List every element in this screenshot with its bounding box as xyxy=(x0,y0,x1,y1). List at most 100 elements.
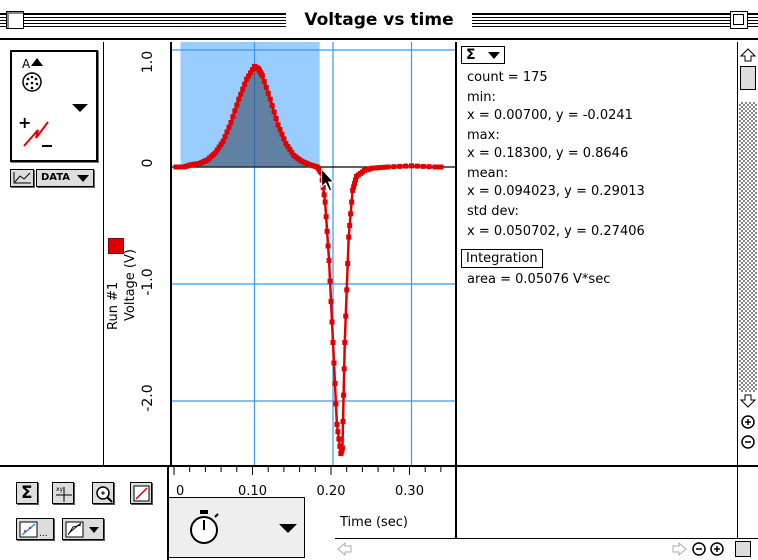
data-point xyxy=(244,76,250,82)
statistics-pane: Σ count = 175 min: x = 0.00700, y = -0.0… xyxy=(457,42,737,465)
data-point xyxy=(269,103,275,109)
collection-timer-box[interactable] xyxy=(168,497,305,558)
zoom-box[interactable] xyxy=(730,11,748,29)
zoom-out-icon[interactable] xyxy=(740,434,756,450)
plot-area[interactable] xyxy=(170,42,457,465)
statistics-menu-button[interactable]: Σ xyxy=(461,46,505,64)
data-point xyxy=(373,165,379,171)
window-title: Voltage vs time xyxy=(286,9,472,31)
zoom-in-icon[interactable] xyxy=(709,541,725,557)
zoom-button[interactable] xyxy=(92,482,114,504)
data-point xyxy=(279,131,285,137)
zoom-out-icon[interactable] xyxy=(691,541,707,557)
data-point xyxy=(333,401,339,407)
data-point xyxy=(336,436,342,442)
data-point xyxy=(352,180,358,186)
integration-area: area = 0.05076 V*sec xyxy=(467,272,611,287)
data-point xyxy=(350,187,356,193)
stat-min-value: x = 0.00700, y = -0.0241 xyxy=(467,108,633,123)
data-point xyxy=(369,165,375,171)
data-point xyxy=(224,129,230,135)
data-point xyxy=(334,421,340,427)
left-tool-panel: A + DATA xyxy=(0,42,104,465)
data-point xyxy=(349,199,355,205)
data-point xyxy=(335,429,341,435)
data-point xyxy=(238,91,244,97)
data-point xyxy=(331,360,337,366)
stopwatch-icon xyxy=(190,510,219,544)
data-point xyxy=(347,223,353,228)
examine-button[interactable]: xy xyxy=(52,482,74,504)
scroll-up-arrow-icon[interactable] xyxy=(740,48,756,62)
data-point xyxy=(325,243,331,249)
data-point xyxy=(391,164,397,170)
close-box[interactable] xyxy=(6,11,24,29)
title-bar[interactable]: Voltage vs time xyxy=(0,0,758,40)
data-menu-button[interactable]: DATA xyxy=(36,169,94,187)
data-point xyxy=(240,86,246,92)
divider xyxy=(455,467,457,540)
statistics-button[interactable]: Σ xyxy=(16,482,38,504)
zoom-in-icon[interactable] xyxy=(740,414,756,430)
stat-min-label: min: xyxy=(467,90,496,105)
data-point xyxy=(271,109,277,115)
series-swatch[interactable] xyxy=(108,238,124,254)
data-point xyxy=(344,287,350,293)
voltage-chart[interactable] xyxy=(172,42,455,465)
data-point xyxy=(273,115,279,121)
chevron-down-icon xyxy=(77,175,89,182)
sigma-icon: Σ xyxy=(21,483,33,503)
data-point xyxy=(222,134,228,140)
data-point xyxy=(218,141,224,147)
stat-count: count = 175 xyxy=(467,70,548,85)
scroll-track[interactable] xyxy=(739,102,757,392)
data-point xyxy=(236,96,242,102)
data-point xyxy=(414,163,420,169)
data-point xyxy=(283,141,289,147)
chevron-down-icon xyxy=(488,52,500,59)
grow-box[interactable] xyxy=(735,541,751,557)
data-point xyxy=(329,319,335,325)
stat-max-value: x = 0.18300, y = 0.8646 xyxy=(467,146,629,161)
linear-fit-button[interactable]: ... xyxy=(16,518,54,540)
integration-button[interactable]: Integration xyxy=(461,249,543,268)
data-point xyxy=(385,164,391,170)
chevron-down-icon xyxy=(279,524,297,533)
data-point xyxy=(348,211,354,217)
data-point xyxy=(281,136,287,142)
curve-fit-icon xyxy=(133,485,150,502)
data-point xyxy=(330,340,336,345)
data-point xyxy=(248,70,254,76)
scroll-right-arrow-icon[interactable] xyxy=(671,542,687,556)
data-point xyxy=(275,122,281,128)
data-point xyxy=(287,146,293,152)
scroll-left-arrow-icon[interactable] xyxy=(337,542,353,556)
horizontal-scrollbar[interactable] xyxy=(335,538,758,558)
data-point xyxy=(346,234,352,240)
input-tool-box[interactable]: A + xyxy=(10,50,98,162)
stat-stddev-label: std dev: xyxy=(467,204,519,219)
data-point xyxy=(220,138,226,144)
data-point xyxy=(337,443,343,449)
data-point xyxy=(341,366,347,372)
curve-fit-button[interactable] xyxy=(130,482,152,504)
data-point xyxy=(267,96,273,102)
x-axis: 0 0.10 0.20 0.30 xyxy=(170,467,457,507)
graph-options-button[interactable] xyxy=(10,169,34,187)
data-point xyxy=(228,120,234,126)
data-point xyxy=(351,184,357,190)
scroll-thumb[interactable] xyxy=(740,66,756,90)
mouse-cursor-icon xyxy=(321,167,335,192)
data-point xyxy=(381,164,387,170)
data-point xyxy=(242,81,248,87)
data-point xyxy=(226,124,232,130)
scroll-down-arrow-icon[interactable] xyxy=(740,394,756,408)
vertical-scrollbar[interactable] xyxy=(737,42,758,465)
tangent-button[interactable] xyxy=(62,518,104,540)
data-point xyxy=(214,147,220,153)
data-point xyxy=(289,149,295,155)
data-point xyxy=(265,90,271,96)
data-point xyxy=(377,165,383,171)
data-point xyxy=(234,102,240,108)
data-point xyxy=(322,199,328,205)
